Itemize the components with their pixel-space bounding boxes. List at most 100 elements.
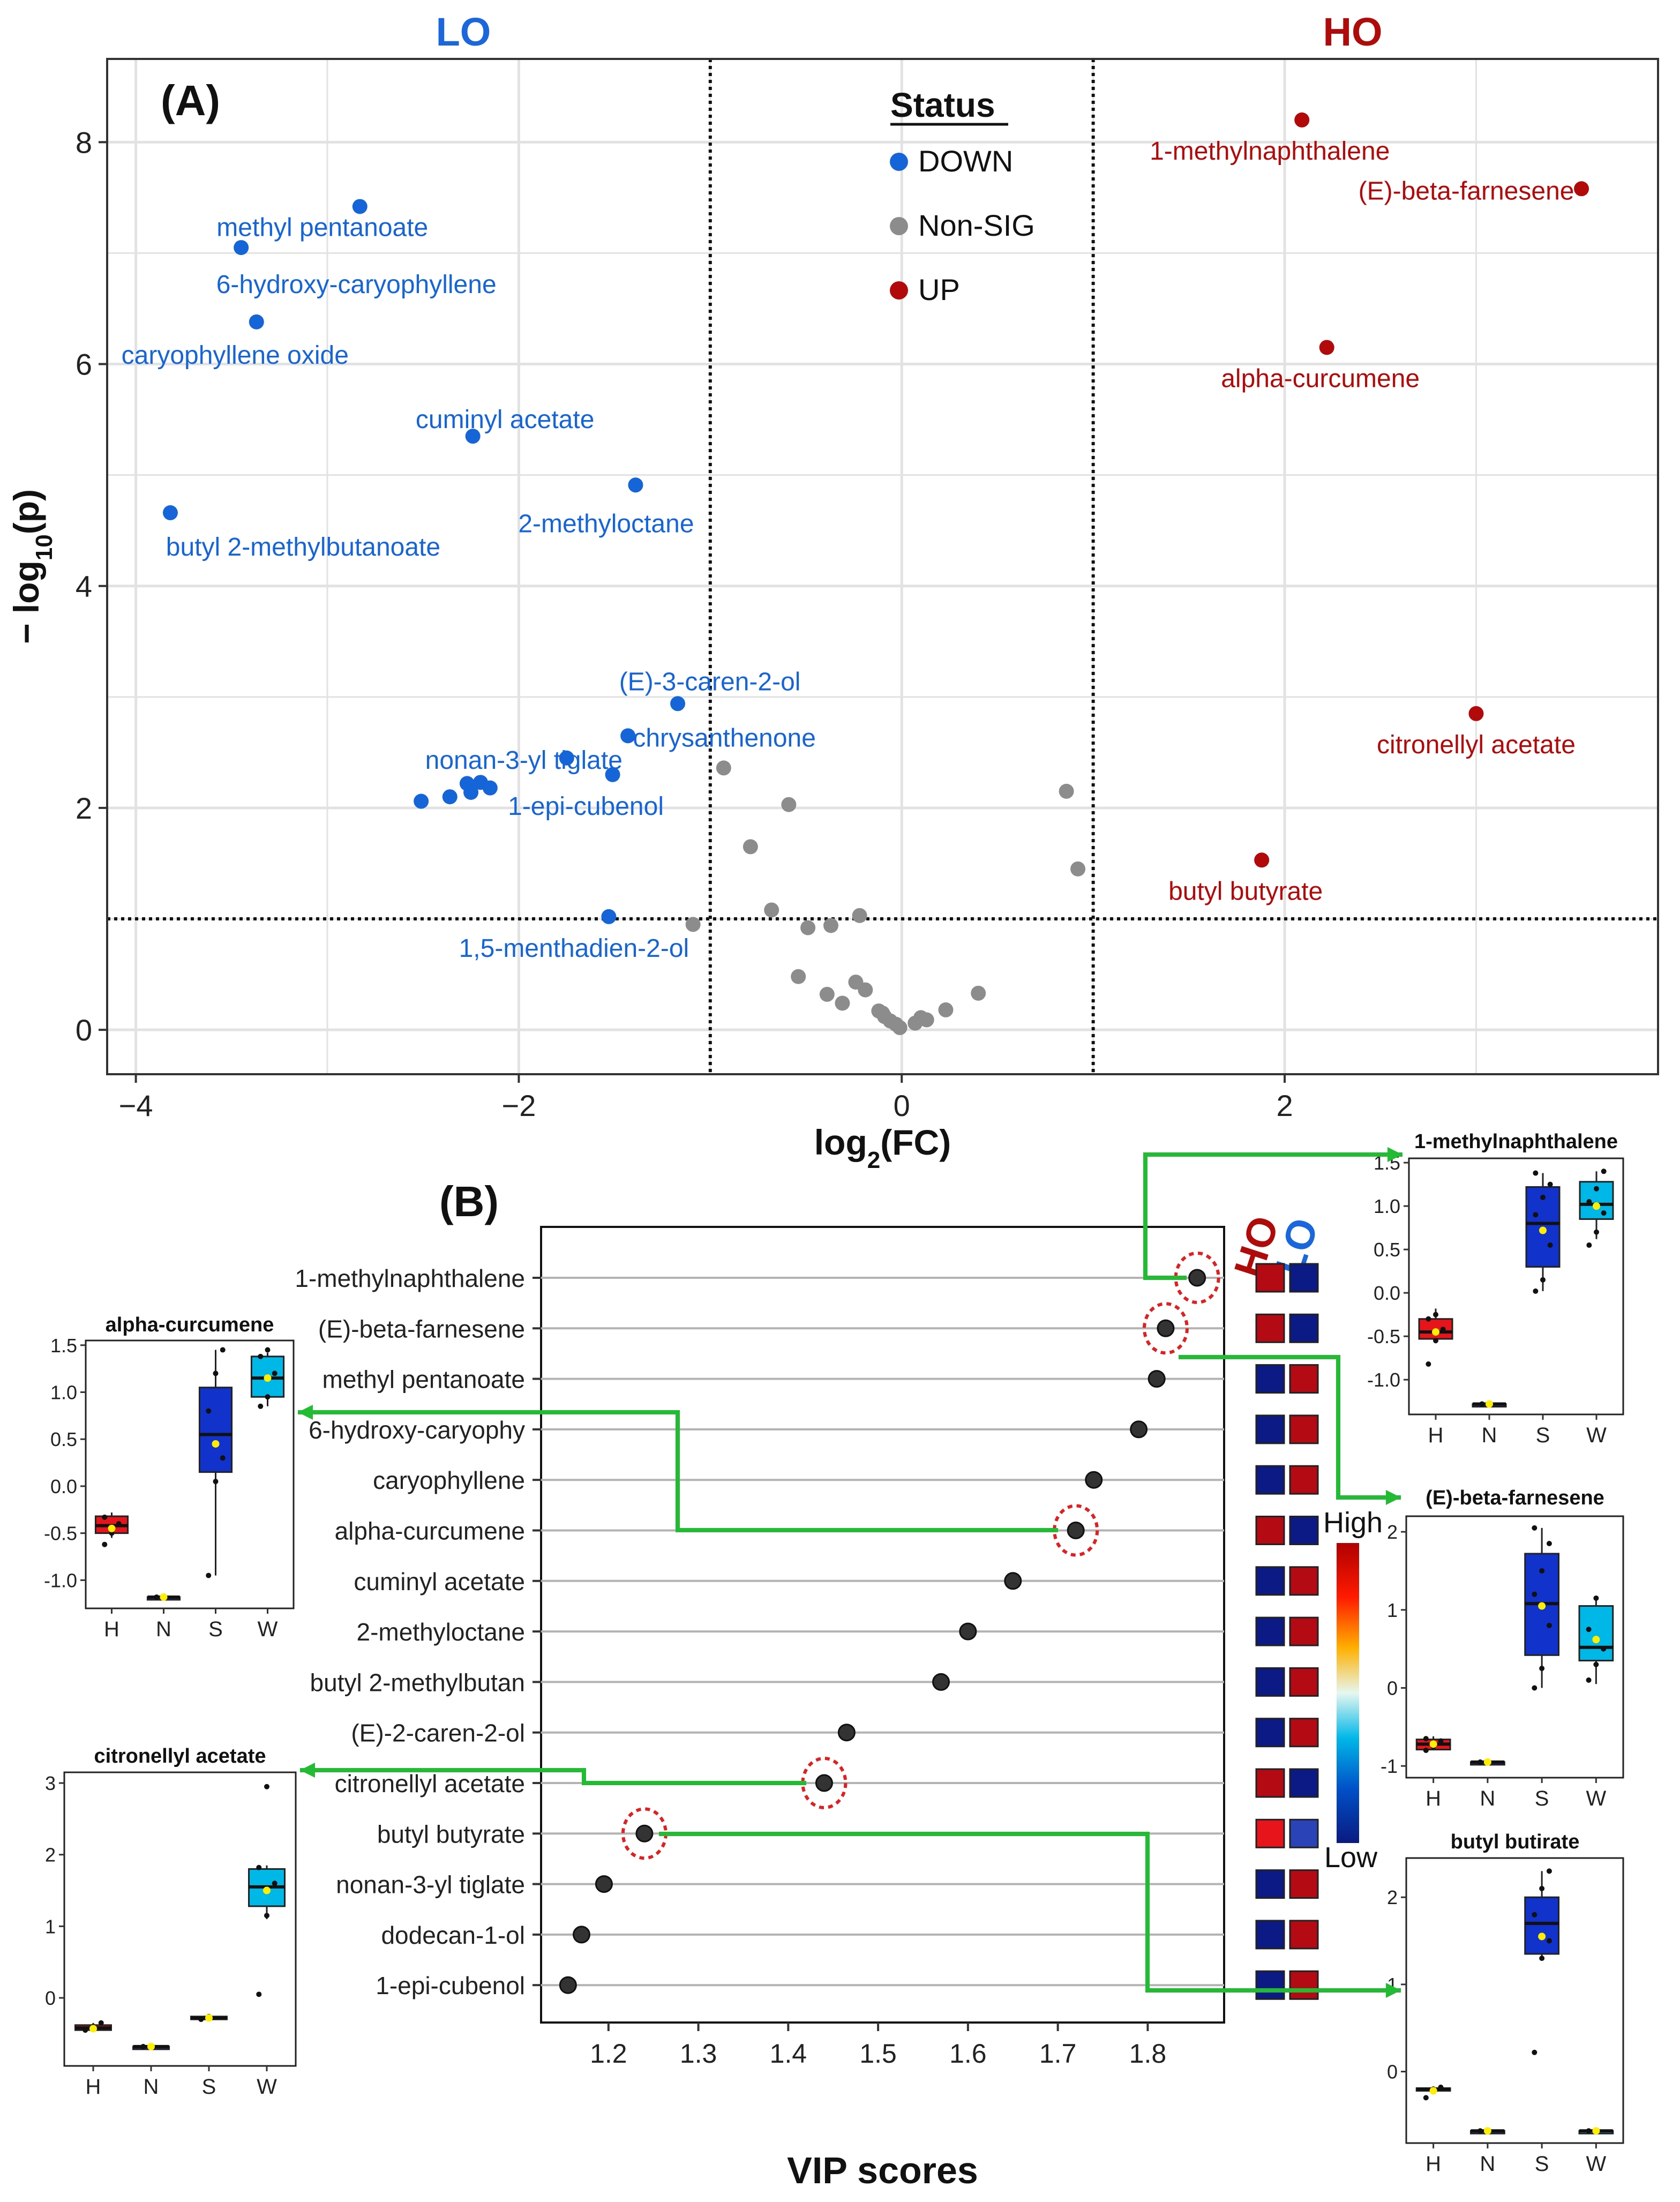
vip-point-1-epi-cubenol (559, 1976, 577, 1994)
heat-cell-ho-1-methylnaphthalene (1255, 1263, 1285, 1293)
boxplot-y-tick-label: 3 (45, 1772, 56, 1794)
boxplot-mean-s (1538, 1933, 1546, 1941)
boxplot-mean-s (1539, 1226, 1547, 1234)
vip-feature-label-nonan-3-yl-tiglate: nonan-3-yl tiglate (336, 1871, 525, 1899)
box-plots: 1-methylnaphthalene -1.0 -0.5 0.0 0.5 1.0 1.5 H… (44, 1130, 1624, 2176)
boxplot-point-n (154, 1594, 160, 1600)
boxplot-point-n (1478, 1759, 1483, 1765)
boxplot-point-s (220, 1347, 226, 1353)
vip-feature-label-methyl-pentanoate: methyl pentanoate (322, 1366, 526, 1394)
boxplot-point-h (1440, 1327, 1446, 1332)
legend-dot-up (890, 281, 908, 299)
boxplot-point-s (220, 1455, 226, 1461)
heat-cell-lo-e-2-caren-2-ol (1289, 1718, 1319, 1748)
vip-point-6-hydroxy-caryophy (1130, 1420, 1148, 1439)
vip-point-dodecan-1-ol (572, 1926, 590, 1944)
heat-cell-lo-6-hydroxy-caryophy (1289, 1414, 1319, 1444)
boxplot-point-s (213, 1479, 219, 1485)
boxplot-y-tick-label: 0 (1387, 1677, 1398, 1699)
volcano-label-chrysanthenone: chrysanthenone (633, 724, 816, 752)
boxplot-point-w (265, 1347, 271, 1353)
vip-point-e-beta-farnesene (1157, 1319, 1175, 1337)
boxplot-point-s (198, 2017, 204, 2023)
boxplot-point-w (1586, 1627, 1592, 1632)
heat-cell-ho-1-epi-cubenol (1255, 1970, 1285, 2000)
boxplot-point-s (1546, 1868, 1552, 1874)
volcano-point-1-5-menthadien-2-ol (601, 909, 617, 924)
heat-cell-ho-methyl-pentanoate (1255, 1364, 1285, 1394)
boxplot-point-s (1532, 1912, 1538, 1918)
vip-point-cuminyl-acetate (1004, 1572, 1022, 1590)
volcano-point-1-epi-cubenol (605, 767, 620, 782)
boxplot-title: (E)-beta-farnesene (1426, 1487, 1604, 1509)
boxplot-y-tick-label: 0 (1387, 2061, 1398, 2083)
boxplot-point-w (256, 1991, 262, 1997)
vip-point-butyl-2-methylbutan (932, 1673, 950, 1691)
ho-header-label: HO (1323, 10, 1383, 54)
boxplot-mean-h (1432, 1328, 1439, 1336)
boxplot-point-s (1539, 1956, 1545, 1961)
boxplot-citronellyl-acetate: citronellyl acetate 0 1 2 3 H N S W (45, 1745, 297, 2099)
boxplot-point-w (272, 1881, 278, 1886)
volcano-label-cuminyl-acetate: cuminyl acetate (416, 406, 595, 434)
boxplot-frame (1405, 1857, 1624, 2144)
arrow-to-farnesene (1179, 1355, 1401, 1500)
boxplot-mean-h (1429, 2087, 1437, 2095)
boxplot-point-s (1533, 1212, 1539, 1218)
boxplot-point-w (1601, 1169, 1607, 1174)
volcano-plot: −4 −2 0 2 0 2 4 6 8 log2(FC) − log10(p) 1-methylnap… (6, 58, 1659, 1173)
boxplot-point-s (1532, 1685, 1538, 1691)
boxplot-x-tick-label-h: H (1428, 1424, 1444, 1447)
boxplot-point-w (1593, 1595, 1599, 1601)
boxplot-box-s (198, 1387, 233, 1473)
vip-x-tick-label: 1.7 (1039, 2039, 1077, 2069)
volcano-point-methyl-pentanoate (352, 199, 368, 214)
heat-cell-lo-methyl-pentanoate (1289, 1364, 1319, 1394)
volcano-point (892, 1020, 908, 1036)
arrow-to-butyl-butirate-head (1386, 1983, 1401, 1998)
boxplot-point-s (1546, 1938, 1552, 1944)
boxplot-mean-n (1483, 1758, 1491, 1766)
boxplot-point-s (206, 1408, 212, 1414)
boxplot-point-s (1533, 1170, 1539, 1176)
boxplot-x-tick-label-w: W (1586, 1787, 1606, 1810)
volcano-label-citronellyl-acetate: citronellyl acetate (1377, 731, 1576, 759)
volcano-point-caryophyllene-oxide (249, 314, 264, 329)
boxplot-y-tick-label: 0.5 (1374, 1239, 1400, 1261)
volcano-point (414, 793, 429, 809)
boxplot-point-s (1540, 1194, 1546, 1200)
vip-highlight-circle-alpha-curcumene (1053, 1504, 1099, 1557)
boxplot-mean-h (1429, 1740, 1437, 1748)
boxplot-point-s (1532, 2049, 1538, 2055)
lo-header-label: LO (436, 10, 491, 54)
boxplot-y-tick-label: -1.0 (1367, 1369, 1400, 1391)
heat-cell-ho-caryophyllene (1255, 1465, 1285, 1495)
vip-point-nonan-3-yl-tiglate (595, 1875, 613, 1893)
volcano-point (463, 784, 479, 800)
heat-cell-lo-citronellyl-acetate (1289, 1768, 1319, 1798)
boxplot-x-tick-label-n: N (156, 1617, 171, 1641)
heat-cell-lo-alpha-curcumene (1289, 1516, 1319, 1545)
boxplot-point-h (1426, 1361, 1431, 1367)
boxplot-box-w (1578, 1605, 1614, 1661)
vip-heatmap (1255, 1263, 1319, 2000)
heat-cell-ho-butyl-butyrate (1255, 1818, 1285, 1848)
volcano-point-butyl-2-methylbutanoate (162, 505, 178, 521)
boxplot-x-tick-label-w: W (1586, 2152, 1606, 2176)
heat-cell-ho-e-2-caren-2-ol (1255, 1718, 1285, 1748)
vip-x-tick-label: 1.8 (1129, 2039, 1167, 2069)
boxplot-point-h (1423, 1736, 1429, 1742)
volcano-point-butyl-butyrate (1254, 852, 1270, 868)
boxplot-mean-w (263, 1886, 271, 1894)
boxplot-y-tick-label: 1 (1387, 1599, 1398, 1621)
boxplot-y-tick-label: 0.0 (50, 1476, 77, 1497)
vip-feature-label-butyl-butyrate: butyl butyrate (377, 1820, 525, 1848)
heat-cell-ho-cuminyl-acetate (1255, 1566, 1285, 1596)
status-legend: Status DOWN Non-SIG UP (890, 86, 1035, 306)
boxplot-point-s (1546, 1622, 1552, 1628)
panel-b-label: (B) (439, 1178, 499, 1225)
volcano-point (716, 760, 731, 776)
boxplot-mean-w (1592, 1636, 1600, 1644)
heat-cell-lo-dodecan-1-ol (1289, 1920, 1319, 1950)
